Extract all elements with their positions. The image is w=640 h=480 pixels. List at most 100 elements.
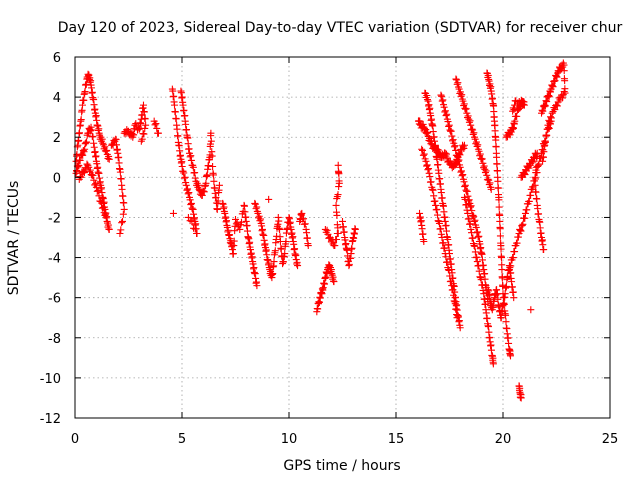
data-point xyxy=(438,97,446,105)
data-point xyxy=(171,101,179,109)
data-point xyxy=(186,196,194,204)
data-point xyxy=(209,171,217,179)
series-arc-5 xyxy=(168,85,201,237)
data-point xyxy=(83,138,91,146)
data-point xyxy=(101,143,109,151)
data-point xyxy=(440,103,448,111)
data-point xyxy=(81,140,89,148)
data-point xyxy=(459,171,467,179)
data-point xyxy=(460,178,468,186)
data-point xyxy=(188,204,196,212)
data-point xyxy=(130,131,138,139)
data-point xyxy=(460,100,468,108)
plot-frame xyxy=(74,56,611,419)
data-point xyxy=(496,211,504,219)
data-point xyxy=(194,181,202,189)
data-point xyxy=(511,248,519,256)
data-point xyxy=(457,167,465,175)
data-point xyxy=(466,203,474,211)
series-arc-8 xyxy=(251,195,312,282)
data-point xyxy=(420,150,428,158)
data-point xyxy=(443,110,451,118)
data-point xyxy=(430,192,438,200)
data-point xyxy=(478,155,486,163)
data-point xyxy=(516,225,524,233)
data-point xyxy=(251,199,259,207)
data-point xyxy=(98,204,106,212)
data-point xyxy=(214,197,222,205)
data-point xyxy=(517,227,525,235)
y-tick-label: -2 xyxy=(48,211,61,226)
data-point xyxy=(79,146,87,154)
data-point xyxy=(189,163,197,171)
data-point xyxy=(531,181,539,189)
data-point xyxy=(99,139,107,147)
data-point xyxy=(185,189,193,197)
data-point xyxy=(274,220,282,228)
data-point xyxy=(472,223,480,231)
data-point xyxy=(498,254,506,262)
data-point xyxy=(334,167,342,175)
data-point xyxy=(257,215,265,223)
data-point xyxy=(210,177,218,185)
data-point xyxy=(119,217,127,225)
data-point xyxy=(509,104,517,112)
data-point xyxy=(438,92,446,100)
data-point xyxy=(496,232,504,240)
data-point xyxy=(120,205,128,213)
data-point xyxy=(432,201,440,209)
data-point xyxy=(423,96,431,104)
y-tick-label: -8 xyxy=(48,332,61,347)
data-point xyxy=(81,145,89,153)
data-point xyxy=(475,267,483,275)
data-point xyxy=(520,101,528,109)
data-point xyxy=(283,224,291,232)
data-point xyxy=(498,308,506,316)
data-point xyxy=(450,143,458,151)
data-point xyxy=(105,155,113,163)
data-point xyxy=(119,192,127,200)
data-point xyxy=(539,107,547,115)
data-point xyxy=(276,225,284,233)
data-point xyxy=(511,97,519,105)
data-point xyxy=(330,278,338,286)
data-point xyxy=(463,206,471,214)
data-point xyxy=(88,126,96,134)
data-point xyxy=(92,183,100,191)
data-point xyxy=(180,174,188,182)
data-point xyxy=(445,121,453,129)
chart-title: Day 120 of 2023, Sidereal Day-to-day VTE… xyxy=(58,20,623,36)
data-point xyxy=(541,101,549,109)
data-point xyxy=(190,224,198,232)
data-point xyxy=(89,171,97,179)
data-point xyxy=(449,136,457,144)
data-point xyxy=(435,219,443,227)
data-point xyxy=(456,163,464,171)
data-point xyxy=(551,77,559,85)
y-tick-label: -12 xyxy=(40,412,61,427)
data-point xyxy=(423,161,431,169)
data-point xyxy=(198,191,206,199)
data-point xyxy=(429,186,437,194)
series-arc-21 xyxy=(538,59,569,165)
data-point xyxy=(180,169,188,177)
data-point xyxy=(527,191,535,199)
data-point xyxy=(492,143,500,151)
data-point xyxy=(516,226,524,234)
data-point xyxy=(509,107,517,115)
data-point xyxy=(458,172,466,180)
data-point xyxy=(230,237,238,245)
data-point xyxy=(298,209,306,217)
data-point xyxy=(202,179,210,187)
data-point xyxy=(496,217,504,225)
data-point xyxy=(79,151,87,159)
data-point xyxy=(547,113,555,121)
data-point xyxy=(511,117,519,125)
series-arc-16 xyxy=(483,69,514,360)
data-point xyxy=(424,128,432,136)
data-point xyxy=(476,150,484,158)
series-arc-12 xyxy=(418,145,461,322)
data-point xyxy=(422,157,430,165)
data-point xyxy=(334,161,342,169)
